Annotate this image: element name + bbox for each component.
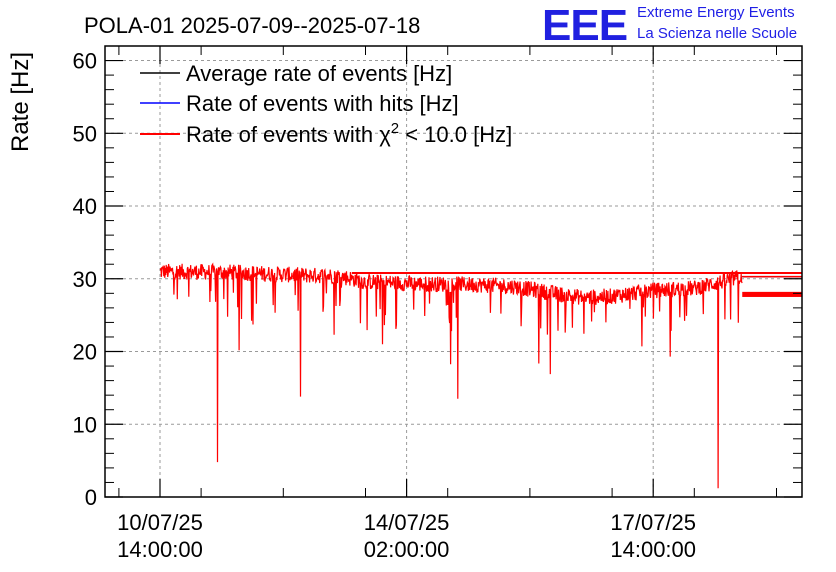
series-chi2-tail-band <box>742 291 802 297</box>
legend-chi2-sup: 2 <box>391 120 399 137</box>
legend-label-avg: Average rate of events [Hz] <box>186 61 452 86</box>
y-tick-label: 60 <box>73 49 97 74</box>
chart-title: POLA-01 2025-07-09--2025-07-18 <box>84 13 420 38</box>
x-tick-label-time: 02:00:00 <box>364 537 450 562</box>
y-axis-label: Rate [Hz] <box>7 52 34 152</box>
y-tick-label: 30 <box>73 267 97 292</box>
eee-logo: EEE Extreme Energy Events La Scienza nel… <box>542 1 797 50</box>
legend-label-hits: Rate of events with hits [Hz] <box>186 91 459 116</box>
x-tick-label-time: 14:00:00 <box>117 537 203 562</box>
y-tick-label: 50 <box>73 121 97 146</box>
plot-frame <box>104 45 803 498</box>
y-axis-ticks: 0 10 20 30 40 50 60 <box>73 49 802 510</box>
x-tick-label-date: 10/07/25 <box>117 510 203 535</box>
grid-lines <box>105 46 802 497</box>
x-tick-label-time: 14:00:00 <box>610 537 696 562</box>
legend-chi2-suffix: < 10.0 [Hz] <box>399 122 512 147</box>
eee-logo-line1: Extreme Energy Events <box>637 4 795 21</box>
eee-logo-line2: La Scienza nelle Scuole <box>637 25 797 42</box>
y-tick-label: 40 <box>73 194 97 219</box>
y-tick-label: 10 <box>73 412 97 437</box>
legend-chi2-prefix: Rate of events with χ <box>186 122 391 147</box>
y-tick-label: 0 <box>85 485 97 510</box>
series-chi2-line <box>159 262 743 489</box>
legend: Average rate of events [Hz] Rate of even… <box>140 61 512 147</box>
x-tick-label-date: 14/07/25 <box>364 510 450 535</box>
series-layer <box>159 262 802 489</box>
x-tick-label-date: 17/07/25 <box>610 510 696 535</box>
eee-logo-mark: EEE <box>542 1 627 50</box>
legend-label-chi2: Rate of events with χ2 < 10.0 [Hz] <box>186 120 512 147</box>
x-axis-ticks: 10/07/2514:00:0014/07/2502:00:0017/07/25… <box>117 46 777 562</box>
y-tick-label: 20 <box>73 340 97 365</box>
